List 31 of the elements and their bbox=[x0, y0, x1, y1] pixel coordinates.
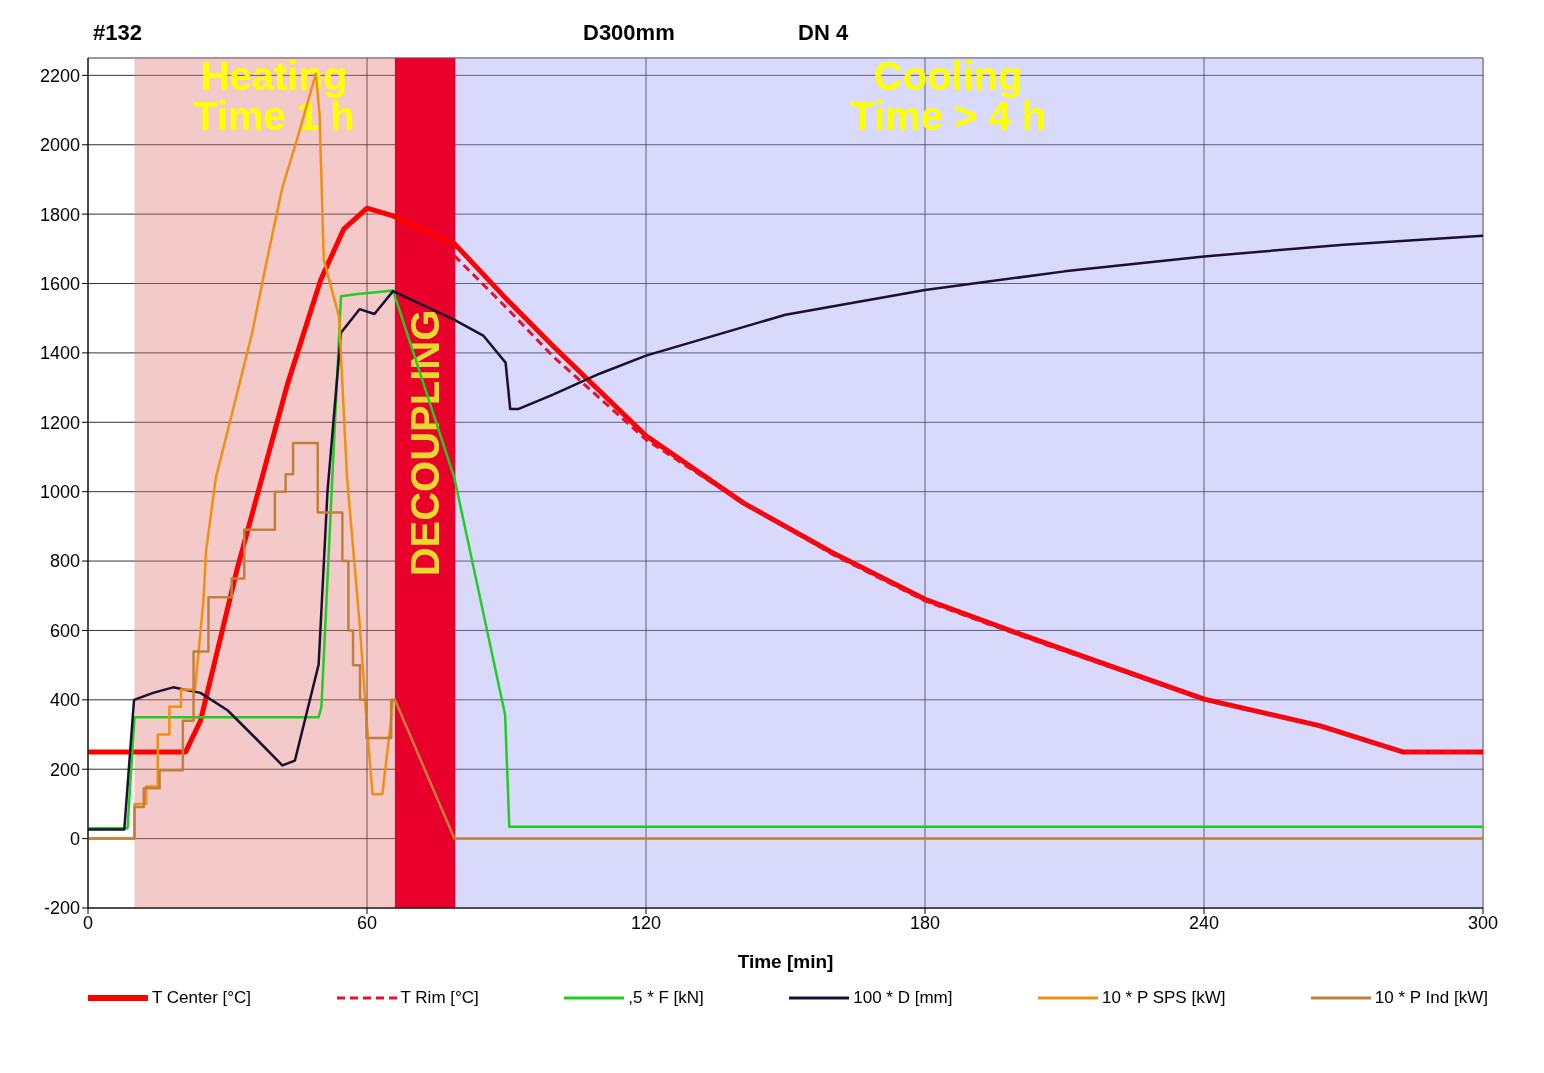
band-label: Cooling Time > 4 h bbox=[850, 54, 1047, 138]
y-tick-label: 600 bbox=[49, 620, 80, 641]
band-label: DECOUPLING bbox=[403, 309, 448, 577]
y-tick-label: 200 bbox=[49, 759, 80, 780]
legend-label: 10 * P Ind [kW] bbox=[1374, 988, 1488, 1008]
y-tick-label: 1000 bbox=[39, 482, 80, 503]
x-tick-label: 240 bbox=[1188, 912, 1220, 933]
y-tick-label: 0 bbox=[69, 829, 80, 849]
chart-title: #132 bbox=[93, 20, 142, 46]
legend-label: ,5 * F [kN] bbox=[628, 988, 704, 1008]
y-tick-label: 1400 bbox=[39, 343, 80, 364]
y-tick-label: -200 bbox=[43, 898, 80, 919]
x-tick-label: 60 bbox=[356, 912, 378, 933]
x-tick-label: 0 bbox=[82, 912, 94, 933]
text: DN 4 bbox=[798, 20, 849, 46]
y-tick-label: 1600 bbox=[39, 273, 80, 294]
text: D300mm bbox=[583, 20, 675, 46]
y-tick-label: 400 bbox=[49, 690, 80, 711]
legend-label: T Rim [°C] bbox=[400, 988, 479, 1008]
y-tick-label: 1800 bbox=[39, 204, 80, 225]
x-tick-label: 300 bbox=[1467, 912, 1499, 933]
x-tick-label: 120 bbox=[630, 912, 662, 933]
y-tick-label: 1200 bbox=[39, 412, 80, 433]
y-tick-label: 2000 bbox=[39, 135, 80, 156]
legend-label: T Center [°C] bbox=[152, 988, 252, 1008]
x-axis-title: Time [min] bbox=[737, 951, 834, 972]
y-tick-label: 2200 bbox=[39, 65, 80, 86]
y-tick-label: 800 bbox=[49, 551, 80, 572]
legend-label: 10 * P SPS [kW] bbox=[1101, 988, 1226, 1008]
legend-label: 100 * D [mm] bbox=[853, 988, 953, 1008]
x-tick-label: 180 bbox=[909, 912, 941, 933]
